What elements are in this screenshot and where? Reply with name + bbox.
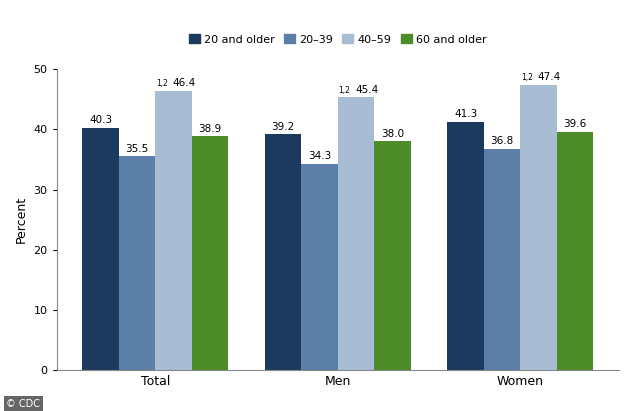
Text: 47.4: 47.4: [538, 72, 561, 83]
Text: 38.9: 38.9: [198, 124, 222, 134]
Text: 34.3: 34.3: [308, 151, 331, 161]
Text: © CDC: © CDC: [6, 399, 41, 409]
Bar: [484, 149, 521, 370]
Bar: [265, 134, 301, 370]
Text: 1,2: 1,2: [521, 74, 533, 83]
Bar: [448, 122, 484, 370]
Bar: [374, 141, 411, 370]
Bar: [119, 157, 155, 370]
Text: 45.4: 45.4: [355, 85, 378, 95]
Bar: [301, 164, 338, 370]
Bar: [557, 132, 593, 370]
Bar: [338, 97, 374, 370]
Text: 1,2: 1,2: [156, 79, 168, 88]
Text: 35.5: 35.5: [126, 144, 148, 154]
Y-axis label: Percent: Percent: [15, 196, 28, 243]
Text: 1,2: 1,2: [339, 85, 351, 95]
Text: 40.3: 40.3: [89, 115, 112, 125]
Bar: [192, 136, 228, 370]
Text: 46.4: 46.4: [172, 79, 196, 88]
Text: 39.2: 39.2: [271, 122, 295, 132]
Bar: [521, 85, 557, 370]
Text: 38.0: 38.0: [381, 129, 404, 139]
Text: 36.8: 36.8: [491, 136, 514, 146]
Bar: [82, 127, 119, 370]
Bar: [155, 91, 192, 370]
Text: 41.3: 41.3: [454, 109, 477, 119]
Text: 39.6: 39.6: [564, 119, 587, 129]
Legend: 20 and older, 20–39, 40–59, 60 and older: 20 and older, 20–39, 40–59, 60 and older: [184, 30, 491, 49]
